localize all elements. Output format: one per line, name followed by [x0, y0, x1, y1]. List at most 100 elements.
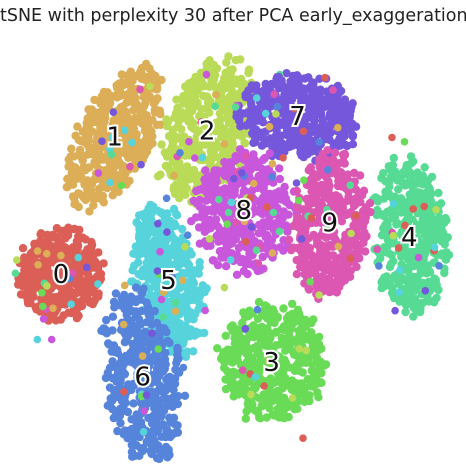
stray-point [242, 237, 250, 246]
point-cluster-8 [205, 215, 215, 224]
point-cluster-2 [202, 140, 211, 149]
point-cluster-0 [84, 275, 93, 284]
point-cluster-3 [314, 340, 324, 349]
point-cluster-1 [68, 192, 78, 201]
point-cluster-5 [189, 347, 198, 356]
stray-point [54, 237, 63, 245]
stray-point [300, 176, 308, 184]
point-cluster-9 [332, 287, 341, 296]
point-cluster-2 [221, 72, 230, 82]
point-cluster-0 [22, 275, 31, 284]
stray-point [120, 281, 129, 290]
point-cluster-8 [221, 262, 231, 271]
point-cluster-4 [423, 294, 432, 303]
point-cluster-8 [214, 237, 223, 246]
point-cluster-2 [184, 96, 193, 105]
point-cluster-4 [383, 207, 392, 216]
point-cluster-5 [179, 323, 189, 333]
point-cluster-6 [109, 385, 118, 395]
point-cluster-1 [99, 153, 108, 163]
point-cluster-2 [236, 55, 245, 64]
point-cluster-9 [330, 148, 340, 157]
point-cluster-7 [347, 102, 356, 112]
point-cluster-5 [187, 250, 196, 259]
stray-point [83, 263, 91, 272]
point-cluster-9 [325, 195, 334, 204]
point-cluster-3 [316, 378, 325, 387]
point-cluster-1 [116, 91, 125, 100]
point-cluster-1 [67, 144, 76, 153]
point-cluster-8 [258, 252, 267, 262]
stray-point [265, 122, 274, 131]
point-cluster-7 [348, 140, 358, 149]
point-cluster-0 [94, 292, 103, 301]
point-cluster-7 [289, 87, 299, 96]
point-cluster-0 [60, 262, 70, 272]
point-cluster-3 [272, 327, 281, 336]
stray-point [270, 90, 279, 98]
stray-point [192, 88, 200, 97]
point-cluster-1 [99, 181, 109, 191]
point-cluster-9 [360, 205, 370, 214]
point-cluster-0 [76, 283, 86, 292]
point-cluster-9 [360, 228, 369, 237]
point-cluster-5 [157, 208, 166, 217]
point-cluster-3 [282, 376, 291, 385]
stray-point [260, 382, 268, 390]
stray-point [400, 138, 409, 146]
point-cluster-3 [255, 413, 264, 422]
point-cluster-6 [173, 399, 182, 409]
point-cluster-9 [311, 218, 321, 227]
point-cluster-6 [166, 418, 175, 427]
stray-point [240, 217, 249, 226]
point-cluster-4 [380, 243, 389, 252]
stray-point [211, 102, 219, 111]
point-cluster-3 [294, 358, 303, 367]
point-cluster-4 [401, 307, 410, 317]
stray-point [181, 243, 189, 251]
stray-point [94, 169, 103, 177]
point-cluster-0 [22, 288, 32, 297]
point-cluster-2 [220, 145, 229, 154]
point-cluster-3 [262, 313, 272, 323]
point-cluster-8 [210, 166, 219, 175]
stray-point [297, 235, 306, 243]
point-cluster-2 [185, 175, 194, 184]
stray-point [389, 231, 398, 240]
point-cluster-2 [172, 95, 181, 104]
point-cluster-8 [275, 164, 284, 173]
stray-point [153, 267, 162, 275]
point-cluster-6 [164, 445, 173, 454]
point-cluster-4 [409, 217, 418, 226]
stray-point [279, 154, 287, 162]
point-cluster-4 [434, 188, 443, 198]
stray-point [65, 274, 74, 283]
point-cluster-6 [108, 357, 117, 366]
point-cluster-3 [312, 353, 322, 362]
point-cluster-3 [247, 353, 256, 363]
point-cluster-6 [173, 421, 182, 430]
point-cluster-1 [90, 95, 99, 105]
point-cluster-1 [95, 115, 105, 124]
point-cluster-3 [267, 390, 276, 399]
stray-point [39, 302, 47, 311]
point-cluster-6 [158, 359, 167, 368]
point-cluster-7 [317, 94, 326, 103]
stray-point [140, 407, 148, 415]
stray-point [375, 262, 383, 270]
point-cluster-9 [318, 150, 327, 159]
stray-point [268, 249, 277, 257]
point-cluster-8 [277, 215, 287, 224]
point-cluster-8 [259, 264, 268, 273]
stray-point [299, 127, 308, 136]
point-cluster-9 [324, 187, 333, 196]
point-cluster-9 [359, 186, 369, 195]
stray-point [224, 208, 233, 217]
point-cluster-2 [173, 133, 182, 143]
point-cluster-6 [123, 294, 132, 303]
point-cluster-7 [258, 89, 267, 98]
stray-point [414, 253, 423, 262]
point-cluster-0 [75, 263, 84, 272]
stray-point [136, 371, 144, 379]
point-cluster-8 [257, 171, 267, 180]
